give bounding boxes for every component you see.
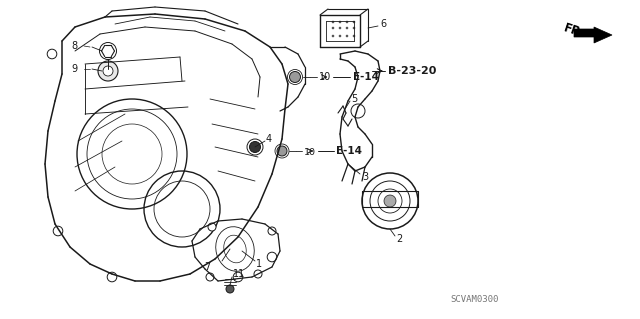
Text: 2: 2 [396,234,403,244]
Circle shape [53,226,63,236]
Text: B-23-20: B-23-20 [388,66,436,76]
Circle shape [339,27,341,29]
Text: 8: 8 [72,41,78,51]
Text: 6: 6 [380,19,386,29]
Circle shape [353,35,355,37]
Text: 11: 11 [233,269,245,279]
Circle shape [332,21,334,23]
Text: 4: 4 [266,134,272,144]
Circle shape [268,252,277,262]
Circle shape [339,21,341,23]
Circle shape [208,223,216,231]
Text: 5: 5 [351,94,357,104]
Circle shape [206,273,214,281]
Circle shape [332,35,334,37]
Circle shape [254,270,262,278]
Circle shape [332,27,334,29]
Circle shape [353,21,355,23]
Circle shape [226,285,234,293]
Circle shape [289,71,301,83]
Text: 1: 1 [256,259,262,269]
Circle shape [346,27,348,29]
Text: 10: 10 [319,72,332,82]
Circle shape [346,21,348,23]
Circle shape [339,35,341,37]
Text: 10: 10 [304,149,316,158]
Circle shape [250,142,260,152]
Text: 9: 9 [72,64,78,74]
Circle shape [233,272,243,282]
Circle shape [103,66,113,76]
Circle shape [268,227,276,235]
Polygon shape [574,27,612,43]
Circle shape [277,146,287,156]
Circle shape [351,104,365,118]
Text: 3: 3 [362,172,368,182]
Text: E-14: E-14 [353,72,379,82]
Circle shape [108,272,117,282]
Circle shape [98,61,118,81]
Circle shape [353,27,355,29]
Text: E-14: E-14 [336,146,362,156]
Text: FR.: FR. [562,21,587,41]
Text: SCVAM0300: SCVAM0300 [451,294,499,303]
Circle shape [47,49,57,59]
Text: 7: 7 [204,262,210,272]
Circle shape [384,195,396,207]
Circle shape [346,35,348,37]
